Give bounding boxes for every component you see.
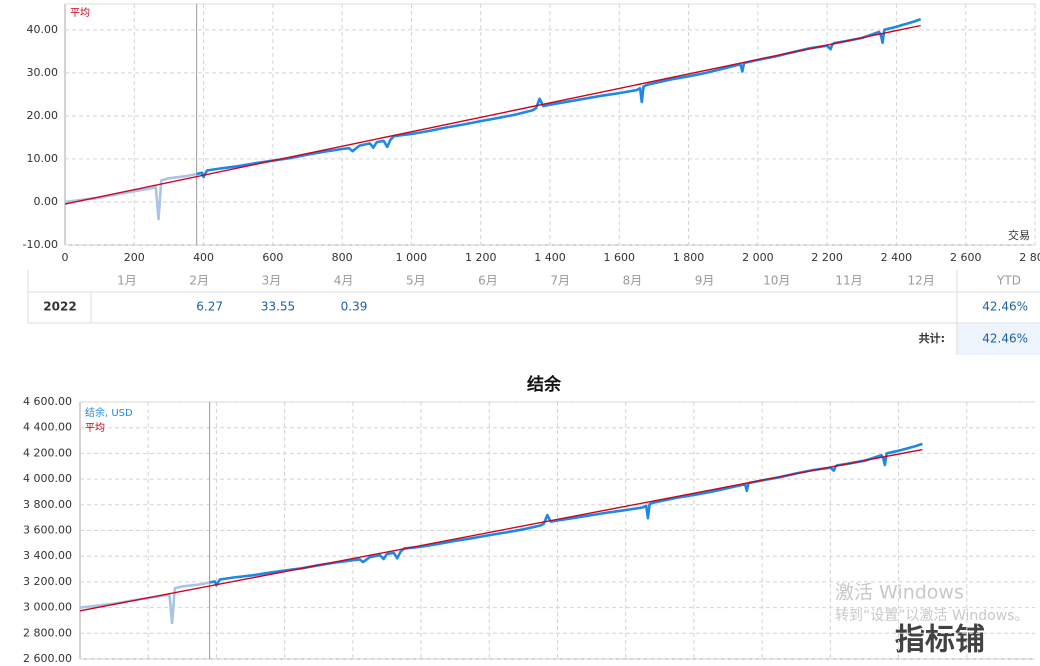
y-tick-label: 4 200.00 [23, 446, 72, 459]
month-value: 6.27 [196, 300, 223, 314]
month-header: 1月 [117, 274, 137, 288]
month-header: 6月 [478, 274, 498, 288]
series-line [209, 442, 923, 587]
x-tick-label: 400 [193, 251, 214, 264]
x-tick-label: 1 800 [673, 251, 705, 264]
month-value: 33.55 [261, 300, 295, 314]
year-label: 2022 [43, 300, 76, 314]
month-header: 3月 [262, 274, 282, 288]
month-header: 7月 [550, 274, 570, 288]
ytd-value: 42.46% [982, 300, 1028, 314]
y-tick-label: 2 800.00 [23, 626, 72, 639]
series-line [64, 24, 921, 205]
y-tick-label: 3 200.00 [23, 575, 72, 588]
x-tick-label: 1 600 [604, 251, 636, 264]
y-tick-label: 40.00 [27, 23, 59, 36]
x-axis-label: 交易 [1008, 228, 1030, 242]
x-tick-label: 800 [332, 251, 353, 264]
series-line [79, 448, 923, 612]
month-header: 10月 [763, 274, 790, 288]
y-tick-label: 4 600.00 [23, 395, 72, 408]
month-header: YTD [996, 274, 1021, 288]
x-tick-label: 2 600 [950, 251, 982, 264]
y-tick-label: 3 400.00 [23, 549, 72, 562]
chart-title: 结余 [527, 374, 562, 395]
month-header: 12月 [908, 274, 935, 288]
y-tick-label: 3 600.00 [23, 524, 72, 537]
month-header: 8月 [623, 274, 643, 288]
legend-label: 平均 [70, 7, 90, 19]
y-tick-label: 4 400.00 [23, 421, 72, 434]
watermark: 转到“设置”以激活 Windows。 [835, 607, 1028, 624]
y-tick-label: 20.00 [27, 109, 59, 122]
x-tick-label: 1 200 [465, 251, 497, 264]
x-tick-label: 200 [124, 251, 145, 264]
x-tick-label: 2 000 [742, 251, 774, 264]
y-tick-label: 0.00 [34, 195, 59, 208]
month-header: 11月 [835, 274, 862, 288]
y-tick-label: 2 600.00 [23, 652, 72, 665]
x-tick-label: 0 [62, 251, 69, 264]
series-line [196, 17, 922, 179]
series-line [79, 581, 210, 625]
month-value: 0.39 [341, 300, 368, 314]
x-tick-label: 2 400 [881, 251, 913, 264]
x-tick-label: 2 800 [1019, 251, 1040, 264]
month-header: 5月 [406, 274, 426, 288]
y-tick-label: -10.00 [23, 238, 58, 251]
total-value: 42.46% [982, 332, 1028, 346]
x-tick-label: 2 200 [811, 251, 843, 264]
month-header: 9月 [695, 274, 715, 288]
month-header: 4月 [334, 274, 354, 288]
y-tick-label: 30.00 [27, 66, 59, 79]
x-tick-label: 1 000 [396, 251, 428, 264]
total-cell [957, 324, 1040, 355]
logo: 指标铺 [895, 623, 985, 658]
y-tick-label: 3 800.00 [23, 498, 72, 511]
x-tick-label: 600 [262, 251, 283, 264]
legend-label: 结余, USD [85, 406, 133, 419]
y-tick-label: 4 000.00 [23, 472, 72, 485]
legend-label: 平均 [85, 422, 105, 434]
x-tick-label: 1 400 [534, 251, 566, 264]
month-header: 2月 [189, 274, 209, 288]
y-tick-label: 3 000.00 [23, 601, 72, 614]
y-tick-label: 10.00 [27, 152, 59, 165]
watermark: 激活 Windows [835, 582, 964, 604]
total-label: 共计: [919, 331, 945, 345]
